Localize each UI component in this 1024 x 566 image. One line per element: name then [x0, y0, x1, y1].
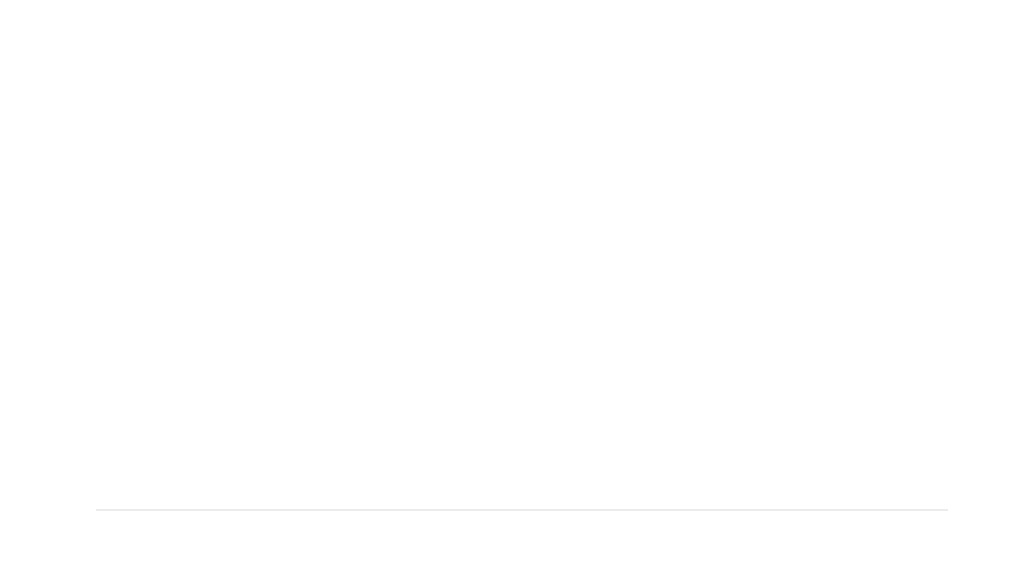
chart-container — [0, 0, 1024, 566]
chart-svg — [0, 0, 1024, 566]
